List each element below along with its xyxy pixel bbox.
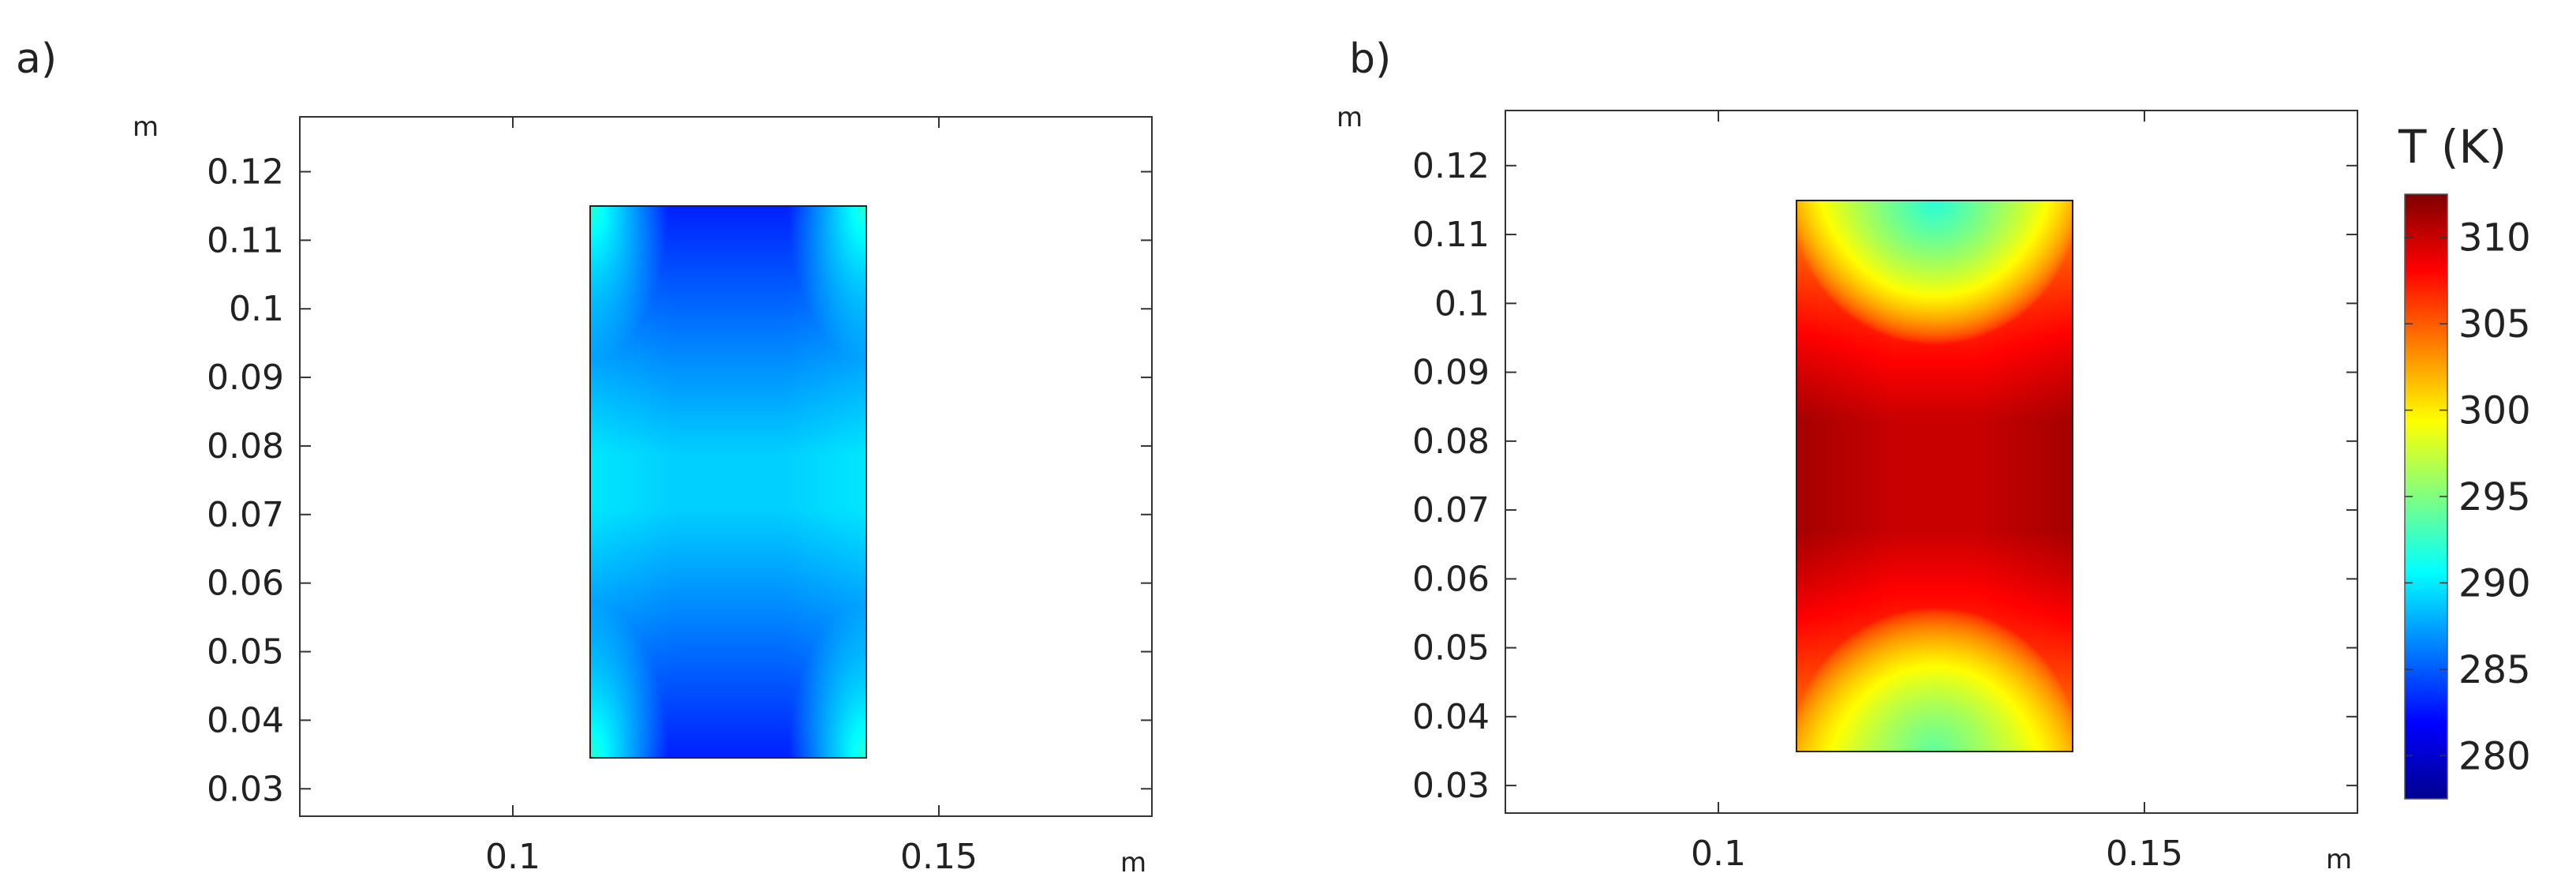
colorbar-title: T (K) bbox=[2398, 120, 2507, 174]
panel-b-y-tick-label: 0.09 bbox=[1412, 353, 1490, 393]
panel-a-x-tick-label: 0.1 bbox=[485, 837, 540, 877]
colorbar-tick-label: 295 bbox=[2458, 475, 2531, 519]
panel-b-label: b) bbox=[1349, 36, 1391, 83]
colorbar: T (K) 280 285 290 295 300 305 310 bbox=[2398, 120, 2531, 800]
colorbar-tick-label: 280 bbox=[2458, 734, 2531, 778]
colorbar-tick-label: 285 bbox=[2458, 648, 2531, 692]
colorbar-tick-label: 310 bbox=[2458, 216, 2531, 260]
colorbar-ticks: 280 285 290 295 300 305 310 bbox=[2405, 216, 2531, 778]
panel-a-label: a) bbox=[16, 36, 57, 83]
panel-a-y-tick-label: 0.04 bbox=[207, 700, 284, 740]
panel-b-x-tick-label: 0.1 bbox=[1691, 834, 1746, 874]
panel-b-y-tick-label: 0.1 bbox=[1434, 283, 1490, 324]
panel-a-x-axis: 0.1 0.15 bbox=[485, 117, 978, 877]
panel-a-y-tick-label: 0.09 bbox=[207, 358, 284, 398]
panel-b-x-tick-label: 0.15 bbox=[2106, 834, 2183, 874]
panel-b-y-tick-label: 0.06 bbox=[1412, 559, 1490, 599]
panel-b-y-tick-label: 0.12 bbox=[1412, 146, 1490, 186]
panel-b-temperature-field bbox=[1796, 201, 2073, 751]
panel-a-domain-outline bbox=[589, 205, 867, 759]
panel-a-y-unit: m bbox=[133, 111, 159, 143]
panel-b-y-tick-label: 0.08 bbox=[1412, 422, 1490, 462]
panel-b-y-tick-label: 0.07 bbox=[1412, 490, 1490, 530]
panel-a-y-tick-label: 0.11 bbox=[207, 220, 284, 260]
colorbar-tick-label: 300 bbox=[2458, 389, 2531, 433]
panel-a-y-tick-label: 0.1 bbox=[229, 289, 284, 329]
panel-a-y-tick-label: 0.07 bbox=[207, 495, 284, 535]
panel-b-domain-outline bbox=[1796, 200, 2073, 752]
panel-a-temperature-field bbox=[590, 206, 866, 758]
panel-a-y-tick-label: 0.06 bbox=[207, 564, 284, 604]
panel-b-y-tick-label: 0.05 bbox=[1412, 628, 1490, 669]
panel-b-y-tick-label: 0.11 bbox=[1412, 215, 1490, 255]
panel-b-y-tick-label: 0.04 bbox=[1412, 697, 1490, 737]
panel-b-y-axis: 0.03 0.04 0.05 0.06 0.07 0.08 0.09 0.1 0.11 0.12 bbox=[1412, 146, 2357, 806]
colorbar-tick-label: 290 bbox=[2458, 561, 2531, 605]
panel-a-y-tick-label: 0.05 bbox=[207, 632, 284, 673]
panel-a: a) m 0.03 0.04 0.05 0.06 0.07 0.08 0.09 0.1 0.11… bbox=[16, 36, 1153, 879]
panel-a-x-tick-label: 0.15 bbox=[900, 837, 978, 877]
panel-b-y-unit: m bbox=[1337, 102, 1363, 133]
panel-b-x-axis: 0.1 0.15 bbox=[1691, 111, 2183, 874]
panel-a-y-axis: 0.03 0.04 0.05 0.06 0.07 0.08 0.09 0.1 0.11 0.12 bbox=[207, 152, 1152, 809]
colorbar-tick-label: 305 bbox=[2458, 302, 2531, 347]
panel-a-y-tick-label: 0.08 bbox=[207, 426, 284, 467]
panel-a-y-tick-label: 0.03 bbox=[207, 769, 284, 809]
panel-a-x-unit: m bbox=[1120, 847, 1146, 879]
panel-a-y-tick-label: 0.12 bbox=[207, 152, 284, 192]
panel-b-x-unit: m bbox=[2326, 844, 2352, 875]
panel-b: b) m 0.03 0.04 0.05 0.06 0.07 0.08 0.09 0.1 0.11… bbox=[1337, 36, 2358, 875]
panel-b-y-tick-label: 0.03 bbox=[1412, 766, 1490, 806]
